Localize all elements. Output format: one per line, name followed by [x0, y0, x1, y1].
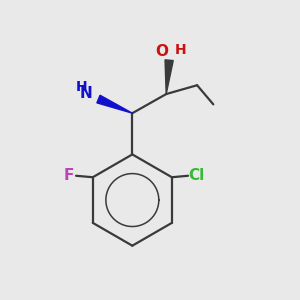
Polygon shape: [165, 60, 173, 94]
Text: H: H: [76, 80, 87, 94]
Text: F: F: [64, 168, 74, 183]
Text: Cl: Cl: [188, 168, 204, 183]
Text: H: H: [175, 43, 187, 57]
Text: N: N: [80, 86, 92, 101]
Text: O: O: [155, 44, 168, 59]
Polygon shape: [97, 95, 132, 113]
